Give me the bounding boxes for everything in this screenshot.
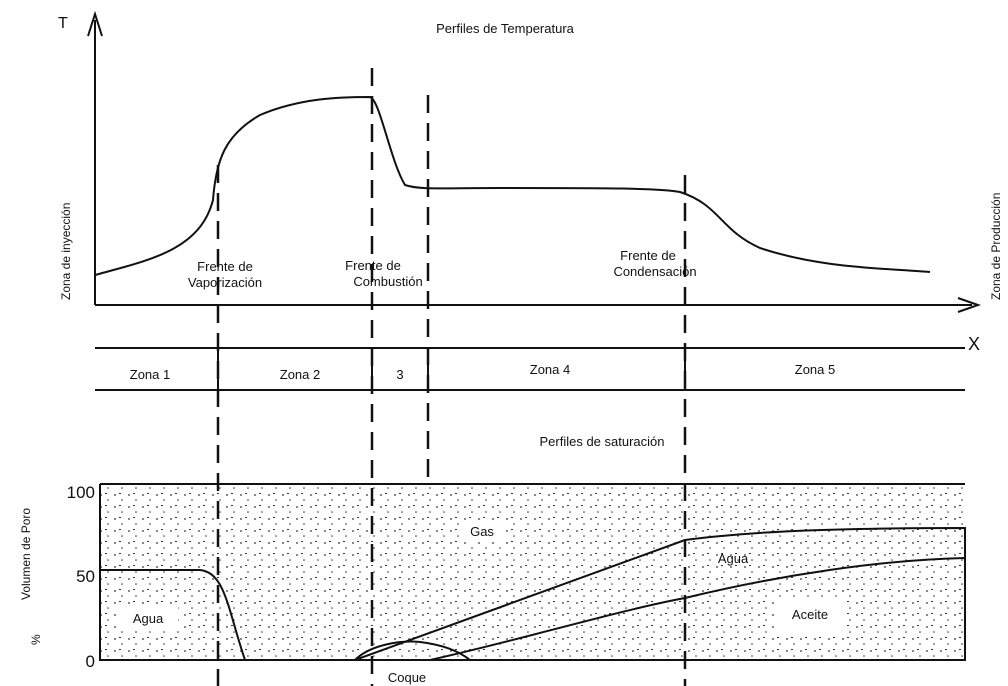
coke-region (352, 640, 473, 661)
unit-label: % (29, 634, 43, 645)
front-label: Combustión (353, 274, 422, 289)
zone-label: 3 (396, 367, 403, 382)
tick-label: 50 (76, 567, 95, 586)
saturation-profile: Perfiles de saturación Agua Gas Agua Ace… (19, 434, 966, 685)
side-label: Zona de inyección (59, 203, 73, 300)
front-lines (216, 68, 687, 686)
side-label: Zona de Producción (989, 193, 1003, 300)
axes (87, 10, 982, 313)
region-label: Agua (133, 611, 164, 626)
temperature-curve (94, 95, 931, 276)
region-label: Agua (718, 551, 749, 566)
zone-label: Zona 2 (280, 367, 320, 382)
front-label: Frente de (620, 248, 676, 263)
tick-label: 100 (67, 483, 95, 502)
zone-label: Zona 1 (130, 367, 170, 382)
title: Perfiles de saturación (539, 434, 664, 449)
zones: Zona 1 Zona 2 3 Zona 4 Zona 5 (95, 347, 965, 391)
frame (99, 483, 965, 661)
water-region (354, 526, 966, 661)
region-label: Coque (388, 670, 426, 685)
y-axis-label: T (58, 15, 68, 32)
x-axis-label: X (968, 334, 980, 354)
zone-label: Zona 4 (530, 362, 570, 377)
zone-label: Zona 5 (795, 362, 835, 377)
front-label: Vaporización (188, 275, 262, 290)
title: Perfiles de Temperatura (436, 21, 575, 36)
tick-label: 0 (86, 652, 95, 671)
y-axis-label: Volumen de Poro (19, 508, 33, 600)
temperature-profile: T X Perfiles de Temperatura Frente de Va… (58, 10, 982, 354)
front-label: Condensación (613, 264, 696, 279)
region-label: Gas (470, 524, 494, 539)
front-label: Frente de (197, 259, 253, 274)
region-label: Aceite (792, 607, 828, 622)
